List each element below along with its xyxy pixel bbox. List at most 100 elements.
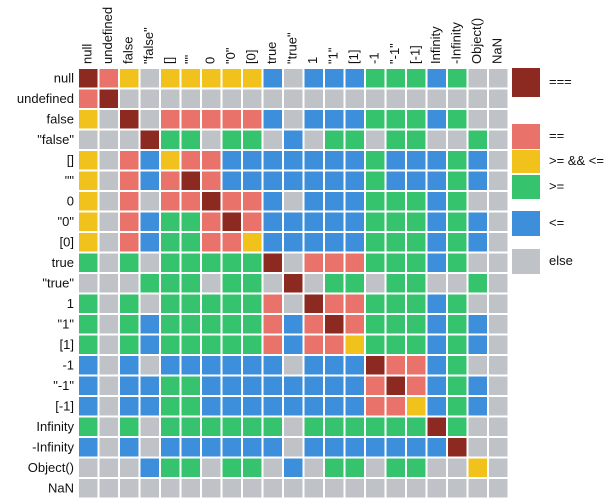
cell <box>468 376 487 395</box>
cell <box>325 356 344 375</box>
cell <box>468 479 487 498</box>
cell <box>243 417 262 436</box>
cell <box>161 130 180 149</box>
cell <box>448 479 467 498</box>
cell <box>161 233 180 252</box>
cell <box>366 171 385 190</box>
row-label: [-1] <box>55 399 74 414</box>
cell <box>345 315 364 334</box>
cell <box>99 130 118 149</box>
cell <box>99 376 118 395</box>
cell <box>99 438 118 457</box>
cell <box>284 479 303 498</box>
legend-swatch <box>512 124 540 149</box>
cell <box>448 315 467 334</box>
cell <box>468 335 487 354</box>
cell <box>407 253 426 272</box>
cell <box>181 233 200 252</box>
cell <box>140 212 159 231</box>
cell <box>140 458 159 477</box>
cell <box>489 233 508 252</box>
cell <box>366 130 385 149</box>
row-label: Object() <box>28 460 74 475</box>
cell <box>243 397 262 416</box>
cell <box>120 356 139 375</box>
cell <box>284 130 303 149</box>
cell <box>181 376 200 395</box>
cell <box>181 274 200 293</box>
cell <box>181 130 200 149</box>
cell <box>284 171 303 190</box>
cell <box>284 294 303 313</box>
cell <box>222 417 241 436</box>
cell <box>161 479 180 498</box>
cell <box>99 458 118 477</box>
cell <box>489 294 508 313</box>
cell <box>304 130 323 149</box>
cell <box>468 397 487 416</box>
cell <box>427 253 446 272</box>
legend-label: == <box>549 128 564 143</box>
cell <box>448 417 467 436</box>
cell <box>386 315 405 334</box>
cell <box>284 315 303 334</box>
cell <box>325 151 344 170</box>
legend-swatch <box>512 150 540 173</box>
cell <box>386 110 405 129</box>
cell <box>489 151 508 170</box>
cell <box>366 110 385 129</box>
cell <box>345 151 364 170</box>
cell <box>263 376 282 395</box>
cell <box>243 233 262 252</box>
cell <box>386 253 405 272</box>
cell <box>386 479 405 498</box>
row-label: undefined <box>17 91 74 106</box>
cell <box>79 335 98 354</box>
row-label: "0" <box>58 214 75 229</box>
cell <box>386 417 405 436</box>
cell <box>304 479 323 498</box>
legend-label: >= <box>549 178 564 193</box>
cell <box>140 192 159 211</box>
cell <box>489 335 508 354</box>
cell <box>120 110 139 129</box>
cell <box>263 89 282 108</box>
cell <box>427 233 446 252</box>
cell <box>161 274 180 293</box>
cell <box>222 253 241 272</box>
cell <box>407 233 426 252</box>
cell <box>263 438 282 457</box>
cell <box>489 171 508 190</box>
cell <box>427 171 446 190</box>
cell <box>222 89 241 108</box>
cell <box>140 417 159 436</box>
cell <box>79 253 98 272</box>
cell <box>140 397 159 416</box>
cell <box>448 438 467 457</box>
cell <box>468 315 487 334</box>
cell <box>243 294 262 313</box>
cell <box>243 110 262 129</box>
cell <box>366 335 385 354</box>
cell <box>407 192 426 211</box>
cell <box>345 458 364 477</box>
cell <box>325 130 344 149</box>
column-label: undefined <box>100 7 115 64</box>
cell <box>304 192 323 211</box>
cell <box>161 171 180 190</box>
cell <box>222 69 241 88</box>
cell <box>79 315 98 334</box>
cell <box>243 315 262 334</box>
cell <box>140 438 159 457</box>
cell <box>427 438 446 457</box>
row-label: "1" <box>58 317 75 332</box>
cell <box>79 356 98 375</box>
cell <box>79 274 98 293</box>
cell <box>222 274 241 293</box>
cell <box>427 89 446 108</box>
row-label: true <box>52 255 74 270</box>
column-label: "false" <box>141 27 156 64</box>
cell <box>202 151 221 170</box>
cell <box>448 397 467 416</box>
cell <box>181 397 200 416</box>
